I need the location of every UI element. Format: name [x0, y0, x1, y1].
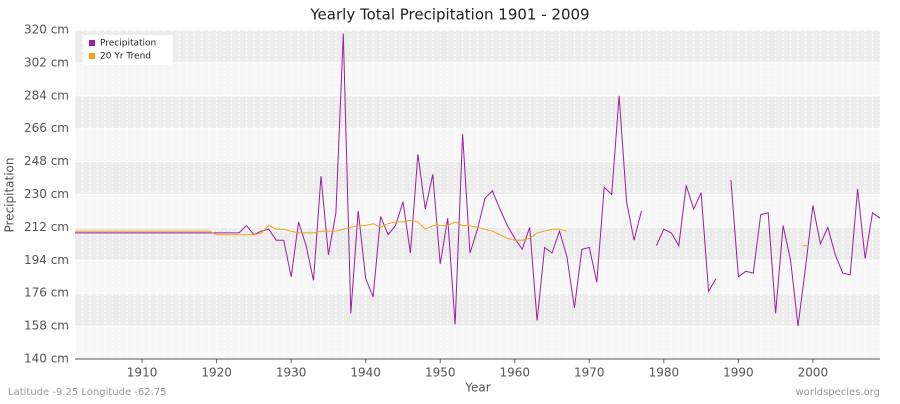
- x-tick-label: 1950: [425, 366, 456, 380]
- x-axis-label: Year: [464, 381, 490, 395]
- series-line: [75, 33, 642, 325]
- x-tick-label: 1930: [276, 366, 307, 380]
- legend-box: [83, 35, 173, 65]
- legend: Precipitation 20 Yr Trend: [83, 35, 173, 65]
- y-tick-label: 266 cm: [24, 121, 69, 135]
- footer-right: worldspecies.org: [796, 387, 880, 398]
- x-tick-label: 1910: [127, 366, 158, 380]
- y-tick-label: 248 cm: [24, 154, 69, 168]
- x-tick-label: 1980: [649, 366, 680, 380]
- y-tick-label: 176 cm: [24, 286, 69, 300]
- x-tick-label: 1960: [499, 366, 530, 380]
- x-tick-label: 1920: [201, 366, 232, 380]
- series-line: [655, 185, 717, 294]
- series-line: [730, 179, 881, 327]
- x-tick-label: 1990: [723, 366, 754, 380]
- y-tick-label: 194 cm: [24, 253, 69, 267]
- y-tick-label: 320 cm: [24, 23, 69, 37]
- series-line: [75, 219, 568, 241]
- footer-left: Latitude -9.25 Longitude -62.75: [8, 387, 167, 398]
- y-tick-label: 158 cm: [24, 319, 69, 333]
- y-tick-label: 140 cm: [24, 352, 69, 366]
- legend-swatch: [89, 40, 95, 46]
- y-tick-label: 284 cm: [24, 88, 69, 102]
- y-tick-label: 230 cm: [24, 187, 69, 201]
- legend-label: 20 Yr Trend: [100, 52, 151, 62]
- y-tick-label: 212 cm: [24, 220, 69, 234]
- legend-label: Precipitation: [100, 39, 156, 49]
- chart-title: Yearly Total Precipitation 1901 - 2009: [309, 6, 589, 24]
- y-axis-label: Precipitation: [3, 157, 17, 232]
- y-tick-label: 302 cm: [24, 55, 69, 69]
- x-tick-label: 1970: [574, 366, 605, 380]
- x-tick-label: 1940: [350, 366, 381, 380]
- legend-swatch: [89, 53, 95, 59]
- x-tick-label: 2000: [798, 366, 829, 380]
